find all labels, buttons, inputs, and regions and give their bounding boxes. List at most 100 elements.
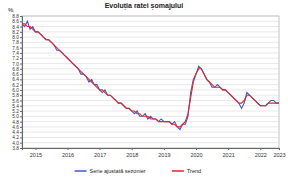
tick-label: 5.0: [12, 114, 19, 119]
tick-mark: [100, 148, 101, 150]
series-line: [22, 21, 279, 129]
legend-item: Trend: [172, 168, 201, 174]
tick-mark: [20, 143, 22, 144]
tick: 2021: [223, 148, 235, 158]
tick-mark: [196, 148, 197, 150]
tick: 6.2: [12, 83, 22, 88]
tick-label: 7.2: [12, 56, 19, 61]
grid-line: [22, 31, 279, 32]
tick-mark: [20, 116, 22, 117]
grid-line: [22, 63, 279, 64]
tick-label: 4.6: [12, 125, 19, 130]
tick: 2015: [30, 148, 42, 158]
legend-swatch: [75, 170, 87, 172]
legend-label: Serie ajustată sezonier: [90, 168, 146, 174]
chart: Evoluția ratei șomajului%3.84.04.24.44.6…: [0, 0, 288, 178]
tick: 7.6: [12, 46, 22, 51]
tick: 7.0: [12, 62, 22, 67]
tick-mark: [20, 21, 22, 22]
axis-line: [23, 149, 280, 151]
grid-line: [22, 79, 279, 80]
tick: 2018: [126, 148, 138, 158]
tick: 3.8: [12, 146, 22, 151]
tick-mark: [20, 90, 22, 91]
grid-line: [22, 137, 279, 138]
tick-label: 2022: [255, 152, 267, 158]
tick: 2017: [94, 148, 106, 158]
grid-line: [22, 74, 279, 75]
tick-label: 6.4: [12, 77, 19, 82]
tick-mark: [132, 148, 133, 150]
tick-mark: [20, 137, 22, 138]
tick-label: 3.8: [12, 146, 19, 151]
tick: 4.8: [12, 120, 22, 125]
tick: 7.2: [12, 56, 22, 61]
grid-line: [22, 111, 279, 112]
grid-line: [22, 16, 279, 17]
tick-label: 2016: [62, 152, 74, 158]
tick-mark: [20, 69, 22, 70]
tick-label: 6.2: [12, 83, 19, 88]
tick-mark: [20, 16, 22, 17]
plot: 3.84.04.24.44.64.85.05.25.45.65.86.06.26…: [12, 14, 285, 158]
grid-line: [22, 126, 279, 127]
tick-label: 5.6: [12, 99, 19, 104]
tick: 2019: [158, 148, 170, 158]
tick-mark: [68, 148, 69, 150]
tick: 2016: [62, 148, 74, 158]
tick-label: 6.6: [12, 72, 19, 77]
tick: 5.4: [12, 104, 22, 109]
tick: 2022: [255, 148, 267, 158]
tick: 4.2: [12, 135, 22, 140]
series-line: [22, 24, 279, 127]
tick: 8.6: [12, 19, 22, 24]
tick-mark: [260, 148, 261, 150]
tick-mark: [20, 85, 22, 86]
tick-mark: [20, 127, 22, 128]
tick: 4.4: [12, 130, 22, 135]
title: Evoluția ratei șomajului: [105, 2, 184, 10]
tick: 7.8: [12, 40, 22, 45]
grid-line: [22, 95, 279, 96]
grid-line: [22, 26, 279, 27]
tick: 6.0: [12, 88, 22, 93]
grid-line: [22, 89, 279, 90]
axis-line: [20, 17, 23, 149]
tick: 5.2: [12, 109, 22, 114]
tick-mark: [20, 100, 22, 101]
tick-mark: [20, 53, 22, 54]
tick-label: 7.0: [12, 62, 19, 67]
legend-item: Serie ajustată sezonier: [75, 168, 146, 174]
tick: 8.4: [12, 25, 22, 30]
grid-line: [22, 121, 279, 122]
tick-mark: [20, 27, 22, 28]
tick: 6.8: [12, 67, 22, 72]
tick: 8.2: [12, 30, 22, 35]
tick-mark: [20, 37, 22, 38]
tick-mark: [20, 111, 22, 112]
tick-label: 5.4: [12, 104, 19, 109]
tick-mark: [20, 79, 22, 80]
tick-label: 8.2: [12, 30, 19, 35]
grid-line: [22, 100, 279, 101]
grid-line: [22, 142, 279, 143]
tick-label: 2017: [94, 152, 106, 158]
tick: 6.4: [12, 77, 22, 82]
tick-label: 2023: [273, 152, 285, 158]
tick-label: 5.8: [12, 93, 19, 98]
tick-label: 7.6: [12, 46, 19, 51]
x-axis: 201520162017201820192020202120222023: [23, 148, 286, 158]
tick-mark: [20, 32, 22, 33]
tick-mark: [20, 64, 22, 65]
tick-label: 7.8: [12, 40, 19, 45]
tick-mark: [20, 132, 22, 133]
tick: 4.0: [12, 141, 22, 146]
tick-label: 2015: [30, 152, 42, 158]
tick-label: 2019: [158, 152, 170, 158]
tick: 6.6: [12, 72, 22, 77]
tick-mark: [20, 106, 22, 107]
tick-mark: [20, 122, 22, 123]
tick: 5.6: [12, 99, 22, 104]
tick-label: 5.2: [12, 109, 19, 114]
tick-mark: [20, 148, 22, 149]
